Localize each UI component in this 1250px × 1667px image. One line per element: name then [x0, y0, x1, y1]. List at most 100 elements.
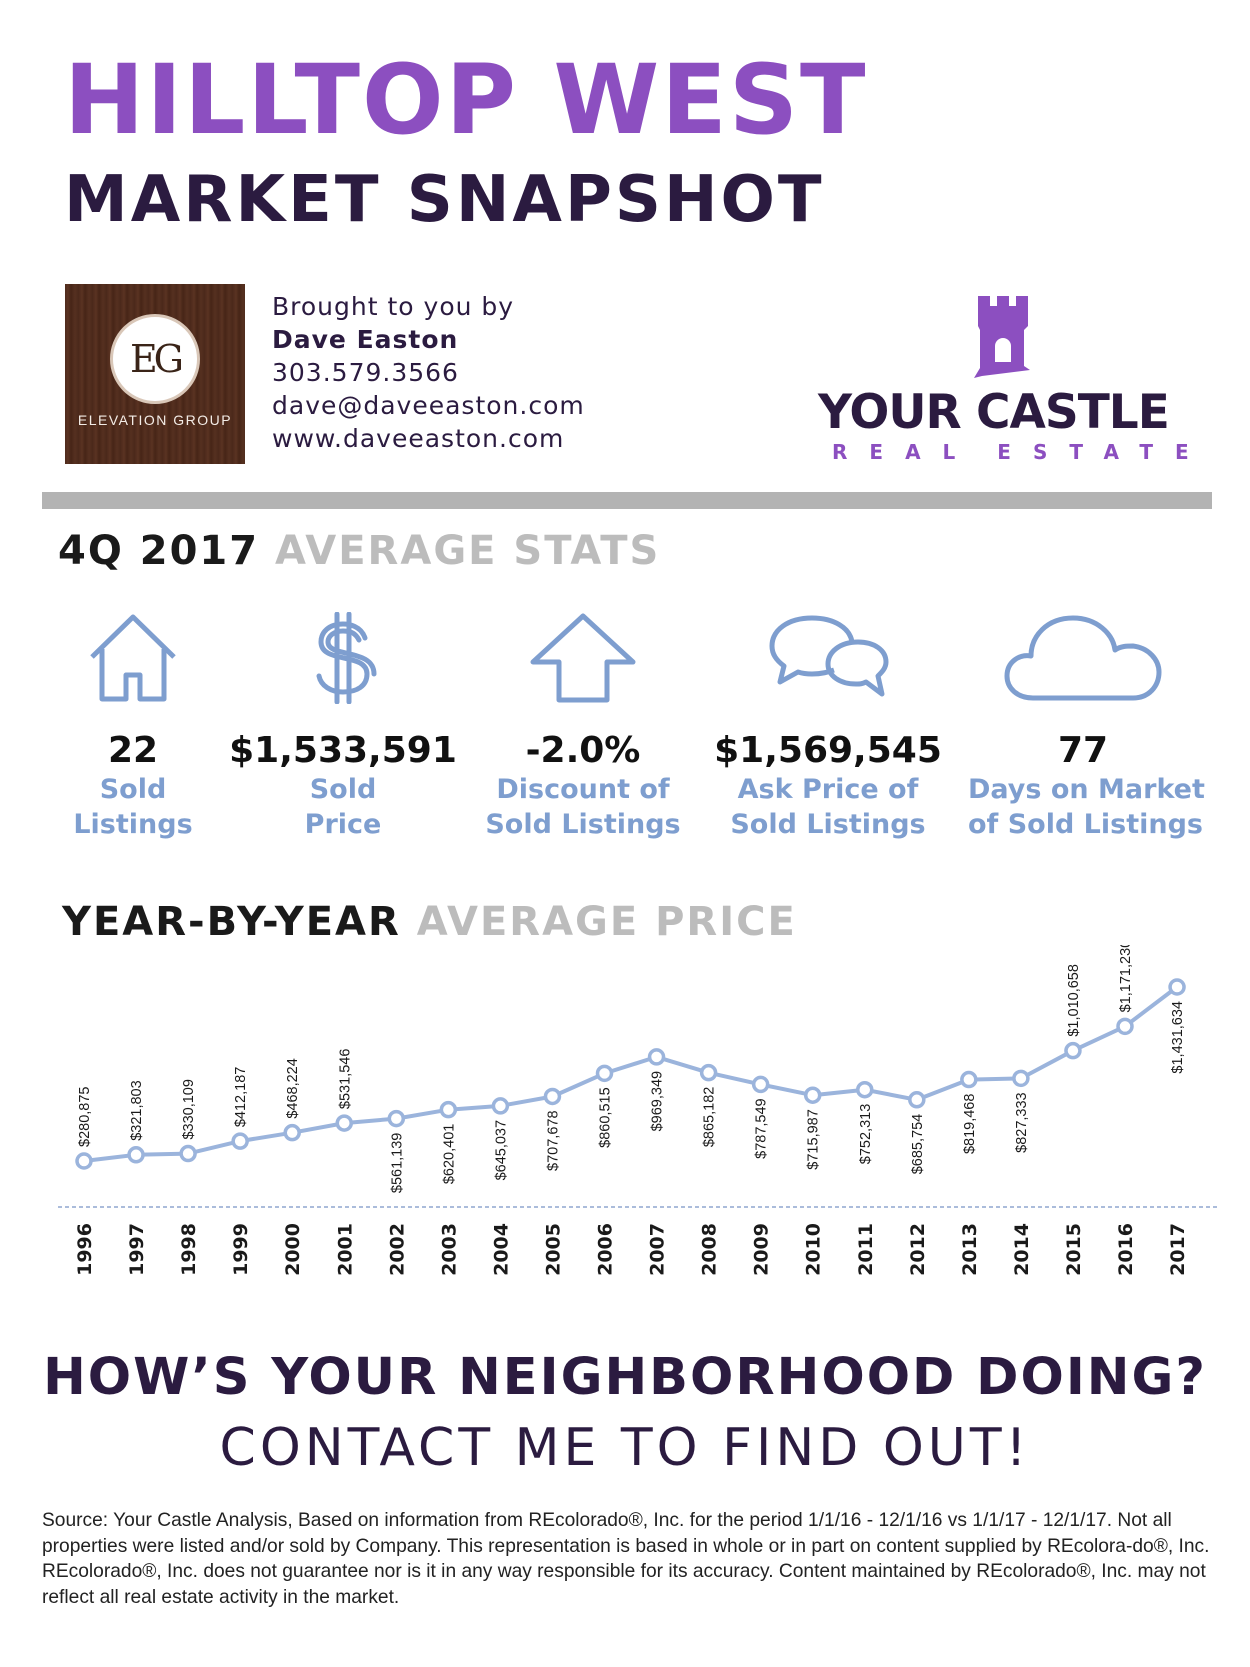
stat-sold-price: $1,533,591 Sold Price — [228, 608, 458, 842]
value-label-2009: $787,549 — [754, 1098, 770, 1158]
value-label-2013: $819,468 — [962, 1094, 978, 1154]
year-tick-2007: 2007 — [647, 1223, 669, 1276]
agent-email[interactable]: dave@daveeaston.com — [272, 391, 585, 420]
year-tick-2002: 2002 — [386, 1223, 408, 1276]
brand-tagline-word1: REAL — [832, 440, 978, 464]
brand-name: YOUR CASTLE — [818, 385, 1170, 440]
stat-days-on-market: 77 Days on Market of Sold Listings — [968, 608, 1205, 842]
year-tick-1999: 1999 — [230, 1223, 252, 1276]
value-label-2005: $707,678 — [545, 1110, 561, 1170]
year-tick-2015: 2015 — [1063, 1223, 1085, 1276]
data-point-2004 — [491, 1097, 510, 1115]
value-label-2010: $715,987 — [806, 1109, 822, 1169]
stat-value: $1,569,545 — [714, 730, 942, 771]
cta-headline: HOW’S YOUR NEIGHBORHOOD DOING? — [43, 1348, 1207, 1407]
value-label-2016: $1,171,230 — [1118, 945, 1134, 1012]
dollar-icon — [228, 608, 458, 708]
stat-label-line2: of Sold Listings — [968, 809, 1203, 840]
chart-section-title: YEAR-BY-YEAR AVERAGE PRICE — [62, 902, 797, 942]
stat-label-line1: Sold — [309, 774, 377, 805]
data-point-1998 — [179, 1144, 197, 1163]
stat-value: 77 — [1057, 730, 1109, 771]
agent-website[interactable]: www.daveeaston.com — [272, 424, 565, 453]
data-point-1997 — [127, 1146, 145, 1164]
value-label-2015: $1,010,658 — [1066, 964, 1082, 1037]
year-tick-2003: 2003 — [438, 1223, 460, 1276]
value-label-2014: $827,333 — [1014, 1092, 1030, 1152]
year-tick-2017: 2017 — [1167, 1223, 1189, 1276]
data-point-1996 — [75, 1152, 93, 1170]
year-tick-1996: 1996 — [74, 1223, 96, 1276]
stat-label-line1: Sold — [99, 774, 167, 805]
logo-monogram: EG — [129, 337, 184, 381]
cloud-icon — [968, 608, 1198, 708]
value-label-2017: $1,431,634 — [1170, 1001, 1186, 1074]
value-label-2006: $860,515 — [598, 1087, 614, 1147]
year-tick-2001: 2001 — [334, 1223, 356, 1276]
year-tick-2009: 2009 — [751, 1223, 773, 1276]
value-label-1998: $330,109 — [181, 1079, 197, 1139]
stat-label-line1: Ask Price of — [737, 774, 919, 805]
data-point-2001 — [335, 1114, 353, 1132]
section-divider — [42, 492, 1212, 509]
year-tick-2013: 2013 — [959, 1223, 981, 1276]
year-tick-2005: 2005 — [542, 1223, 564, 1276]
year-by-year-price-chart: $280,875 1996 $321,803 1997 $330,109 1998 $412… — [58, 945, 1218, 1276]
logo-monogram-circle: EG — [110, 314, 200, 404]
brand-tagline: REAL ESTATE — [832, 440, 1211, 464]
value-label-2011: $752,313 — [858, 1104, 874, 1164]
stat-discount: -2.0% Discount of Sold Listings — [468, 608, 698, 842]
value-label-2004: $645,037 — [493, 1120, 509, 1180]
data-point-2017 — [1168, 978, 1186, 996]
year-tick-2016: 2016 — [1115, 1223, 1137, 1276]
value-label-2008: $865,182 — [702, 1087, 718, 1147]
stat-value: 22 — [107, 730, 159, 771]
logo-caption: ELEVATION GROUP — [77, 412, 233, 428]
stat-label-line2: Price — [304, 809, 382, 840]
data-point-2010 — [803, 1086, 822, 1104]
chart-title-light: AVERAGE PRICE — [416, 899, 797, 945]
data-point-2009 — [751, 1075, 770, 1094]
agent-phone[interactable]: 303.579.3566 — [272, 358, 459, 387]
chart-title-dark: YEAR-BY-YEAR — [62, 899, 401, 945]
stat-label-line2: Sold Listings — [485, 809, 681, 840]
year-tick-2004: 2004 — [490, 1223, 512, 1276]
data-point-2014 — [1012, 1069, 1030, 1088]
cta-subheadline: CONTACT ME TO FIND OUT! — [219, 1418, 1031, 1478]
value-label-2000: $468,224 — [285, 1058, 301, 1118]
stats-title-label: AVERAGE STATS — [275, 528, 661, 574]
year-tick-2000: 2000 — [282, 1223, 304, 1276]
value-label-2001: $531,546 — [337, 1049, 353, 1109]
stat-value: -2.0% — [525, 730, 641, 771]
data-point-2015 — [1064, 1041, 1082, 1060]
data-point-2006 — [595, 1064, 614, 1083]
year-tick-2014: 2014 — [1011, 1223, 1033, 1276]
agent-contact: Brought to you by Dave Easton 303.579.35… — [272, 290, 585, 455]
stat-sold-listings: 22 Sold Listings — [18, 608, 248, 842]
data-point-2007 — [647, 1048, 666, 1066]
stat-ask-price: $1,569,545 Ask Price of Sold Listings — [713, 608, 943, 842]
stat-label-line2: Sold Listings — [730, 809, 926, 840]
elevation-group-logo: EG ELEVATION GROUP — [65, 284, 245, 464]
data-point-2003 — [439, 1100, 458, 1119]
data-point-2005 — [543, 1087, 562, 1106]
brand-tagline-word2: ESTATE — [997, 440, 1211, 464]
data-point-2002 — [387, 1109, 406, 1128]
stats-section-title: 4Q 2017 AVERAGE STATS — [58, 531, 660, 571]
year-tick-1997: 1997 — [126, 1223, 148, 1276]
data-point-2008 — [699, 1063, 718, 1082]
stat-value: $1,533,591 — [229, 730, 457, 771]
stats-title-period: 4Q 2017 — [58, 528, 260, 574]
value-label-2002: $561,139 — [389, 1133, 405, 1193]
data-point-1999 — [231, 1132, 249, 1150]
price-series-line — [83, 985, 1179, 1163]
value-label-1996: $280,875 — [77, 1087, 93, 1147]
data-point-2000 — [283, 1123, 301, 1142]
agent-intro: Brought to you by — [272, 292, 515, 321]
year-tick-2008: 2008 — [699, 1223, 721, 1276]
up-arrow-icon — [468, 608, 698, 708]
data-point-2013 — [960, 1070, 978, 1089]
value-label-2007: $969,349 — [650, 1071, 666, 1131]
stat-label-line1: Discount of — [496, 774, 670, 805]
stat-label-line2: Listings — [73, 809, 193, 840]
